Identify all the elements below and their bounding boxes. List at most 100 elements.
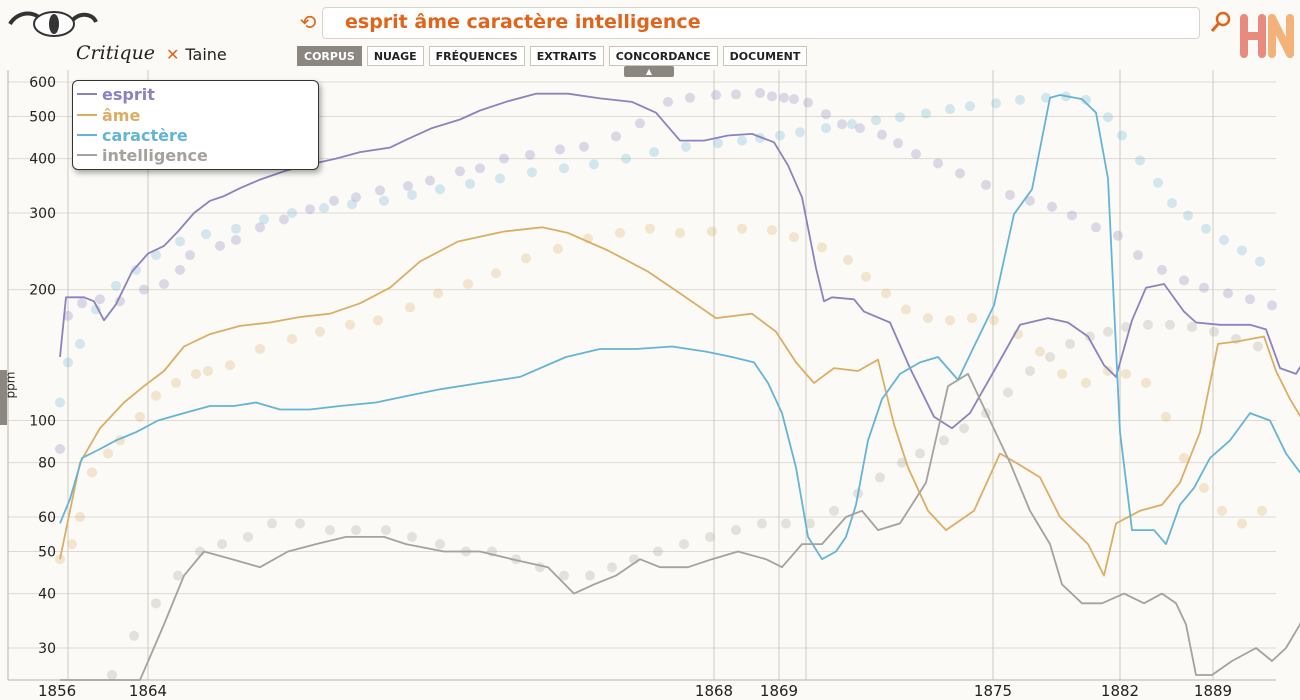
data-point-intelligence — [559, 570, 569, 581]
data-point-intelligence — [1143, 319, 1153, 330]
data-point-caractère — [1081, 94, 1091, 105]
data-point-âme — [315, 326, 325, 337]
data-point-âme — [1179, 453, 1189, 464]
eye-logo-icon[interactable] — [4, 6, 100, 42]
data-point-âme — [989, 315, 999, 326]
data-point-esprit — [893, 138, 903, 149]
data-point-caractère — [945, 104, 955, 115]
data-point-caractère — [319, 202, 329, 213]
tab-bar: CORPUS NUAGE FRÉQUENCES EXTRAITS CONCORD… — [297, 46, 812, 66]
filter-chip[interactable]: ✕ Taine — [166, 45, 227, 64]
plot-area — [8, 70, 1276, 680]
data-point-caractère — [175, 236, 185, 247]
data-point-âme — [171, 377, 181, 388]
y-tick-label: 40 — [38, 587, 56, 603]
tab-corpus[interactable]: CORPUS — [297, 46, 362, 66]
remove-filter-icon[interactable]: ✕ — [166, 45, 180, 64]
tab-extraits[interactable]: EXTRAITS — [529, 46, 604, 66]
data-point-intelligence — [435, 539, 445, 550]
series-lines — [59, 92, 1300, 681]
data-point-intelligence — [781, 518, 791, 529]
data-point-esprit — [663, 96, 673, 107]
hn-logo-icon[interactable] — [1238, 10, 1296, 62]
data-point-âme — [707, 226, 717, 237]
data-point-âme — [1035, 346, 1045, 357]
query-input[interactable]: esprit âme caractère intelligence — [322, 7, 1200, 39]
data-point-esprit — [455, 166, 465, 177]
reset-icon[interactable]: ⟲ — [299, 10, 317, 34]
data-point-intelligence — [875, 472, 885, 483]
data-point-âme — [923, 313, 933, 324]
data-point-âme — [1161, 411, 1171, 422]
x-axis-ticks: 1856 1864 1868 1869 1875 1882 1889 — [38, 682, 1232, 700]
series-line-âme[interactable] — [59, 226, 1300, 577]
series-line-esprit[interactable] — [59, 92, 1300, 430]
data-point-esprit — [1025, 195, 1035, 206]
data-point-esprit — [403, 181, 413, 192]
data-point-âme — [345, 319, 355, 330]
data-point-esprit — [95, 294, 105, 305]
data-point-âme — [553, 243, 563, 254]
data-point-esprit — [821, 109, 831, 120]
data-point-caractère — [435, 184, 445, 195]
side-panel-handle[interactable] — [0, 370, 7, 425]
data-point-esprit — [767, 91, 777, 102]
data-point-caractère — [713, 138, 723, 149]
data-point-intelligence — [407, 531, 417, 542]
data-point-intelligence — [1025, 365, 1035, 376]
tab-concordance[interactable]: CONCORDANCE — [608, 46, 718, 66]
data-point-âme — [1121, 368, 1131, 379]
data-point-intelligence — [757, 518, 767, 529]
tab-document[interactable]: DOCUMENT — [722, 46, 808, 66]
data-point-intelligence — [705, 531, 715, 542]
data-point-intelligence — [1103, 326, 1113, 337]
data-point-âme — [67, 539, 77, 550]
collapse-panel-button[interactable]: ▲ — [624, 66, 674, 77]
data-point-caractère — [63, 357, 73, 368]
data-point-âme — [861, 271, 871, 282]
data-point-esprit — [231, 234, 241, 245]
data-point-caractère — [1135, 155, 1145, 166]
x-tick-label: 1875 — [974, 682, 1012, 700]
data-point-intelligence — [129, 630, 139, 641]
data-point-caractère — [1153, 177, 1163, 188]
data-point-caractère — [1167, 198, 1177, 209]
data-point-âme — [75, 512, 85, 523]
year-markers — [7, 70, 1276, 681]
search-icon[interactable] — [1209, 10, 1233, 34]
data-point-âme — [817, 242, 827, 253]
legend-item-intelligence[interactable]: intelligence — [77, 145, 208, 165]
data-point-esprit — [1267, 300, 1277, 311]
legend-label: âme — [102, 105, 141, 125]
data-point-caractère — [559, 163, 569, 174]
data-point-caractère — [259, 214, 269, 225]
data-point-esprit — [731, 89, 741, 100]
data-point-intelligence — [1085, 331, 1095, 342]
data-point-âme — [675, 227, 685, 238]
data-point-esprit — [685, 92, 695, 103]
data-point-âme — [843, 254, 853, 265]
x-tick-label: 1889 — [1194, 682, 1232, 700]
data-point-intelligence — [151, 598, 161, 609]
data-point-âme — [1081, 377, 1091, 388]
data-point-caractère — [347, 199, 357, 210]
data-point-caractère — [495, 173, 505, 184]
legend-item-esprit[interactable]: esprit — [77, 84, 155, 104]
series-line-intelligence[interactable] — [60, 372, 1300, 681]
data-point-esprit — [1005, 189, 1015, 200]
data-point-caractère — [465, 178, 475, 189]
legend-item-ame[interactable]: âme — [77, 105, 140, 125]
data-point-caractère — [821, 123, 831, 134]
tab-nuage[interactable]: NUAGE — [366, 46, 424, 66]
y-tick-label: 80 — [38, 456, 56, 472]
data-point-caractère — [895, 112, 905, 123]
data-point-caractère — [965, 101, 975, 112]
series-line-caractère[interactable] — [59, 94, 1300, 561]
data-point-caractère — [921, 108, 931, 119]
data-point-esprit — [1091, 222, 1101, 233]
y-axis-label: ppm — [3, 371, 18, 399]
tab-frequences[interactable]: FRÉQUENCES — [428, 46, 525, 66]
legend-item-caractere[interactable]: caractère — [77, 125, 188, 145]
legend-swatch — [77, 134, 97, 136]
data-point-caractère — [589, 159, 599, 170]
